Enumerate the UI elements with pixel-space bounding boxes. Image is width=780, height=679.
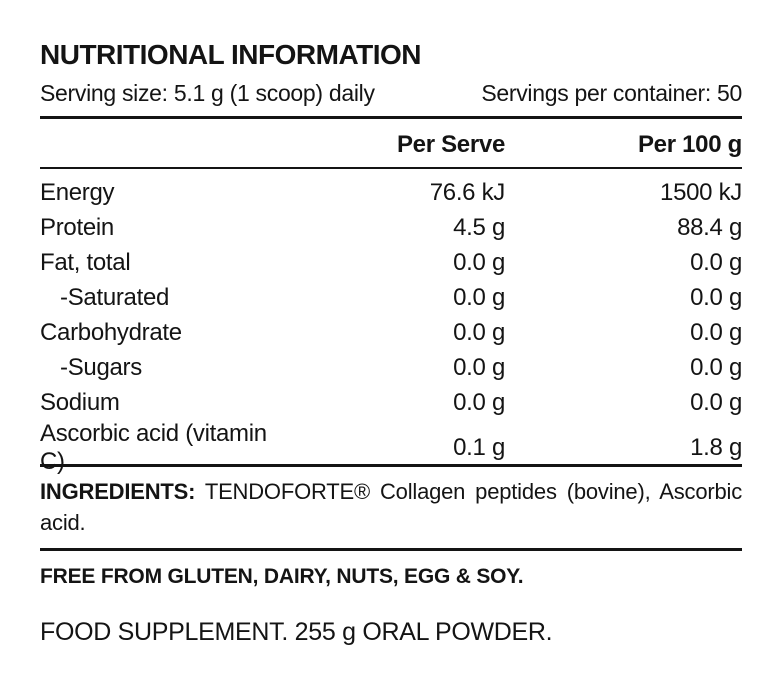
- per-serve-value: 0.0 g: [453, 248, 505, 276]
- rule-above-ingredients: [40, 464, 742, 468]
- table-row: Protein 4.5 g 88.4 g: [40, 210, 742, 245]
- per-serve-value: 0.0 g: [453, 283, 505, 311]
- table-row: -Saturated 0.0 g 0.0 g: [40, 280, 742, 315]
- per-100g-value: 1.8 g: [690, 434, 742, 462]
- per-serve-value: 0.1 g: [453, 434, 505, 462]
- ingredients-text: TENDOFORTE® Collagen peptides (bovine), …: [40, 479, 742, 536]
- table-row: Fat, total 0.0 g 0.0 g: [40, 245, 742, 280]
- per-100g-column-header: Per 100 g: [637, 131, 742, 159]
- table-row: -Sugars 0.0 g 0.0 g: [40, 350, 742, 385]
- per-100g-value: 1500 kJ: [660, 178, 742, 206]
- nutrient-name: Energy: [40, 178, 115, 206]
- nutrient-name: Ascorbic acid (vitamin C): [40, 420, 267, 476]
- table-row: Sodium 0.0 g 0.0 g: [40, 385, 742, 420]
- nutrient-name: Carbohydrate: [40, 318, 182, 346]
- table-row: Ascorbic acid (vitamin C) 0.1 g 1.8 g: [40, 420, 742, 475]
- per-serve-value: 76.6 kJ: [429, 178, 506, 206]
- per-100g-value: 0.0 g: [690, 283, 742, 311]
- nutrition-panel: NUTRITIONAL INFORMATION Serving size: 5.…: [40, 39, 742, 646]
- nutrient-name: Fat, total: [40, 248, 131, 276]
- nutrient-name: -Saturated: [60, 283, 170, 311]
- per-100g-value: 0.0 g: [690, 353, 742, 381]
- per-serve-value: 4.5 g: [453, 213, 505, 241]
- per-100g-value: 88.4 g: [677, 213, 742, 241]
- per-serve-column-header: Per Serve: [396, 131, 505, 159]
- table-row: Carbohydrate 0.0 g 0.0 g: [40, 315, 742, 350]
- nutrient-name: Sodium: [40, 388, 120, 416]
- rule-under-header: [40, 167, 742, 170]
- serving-size-text: Serving size: 5.1 g (1 scoop) daily: [40, 79, 375, 106]
- per-100g-value: 0.0 g: [690, 318, 742, 346]
- rule-top: [40, 116, 742, 120]
- serving-info-row: Serving size: 5.1 g (1 scoop) daily Serv…: [40, 80, 742, 108]
- per-100g-value: 0.0 g: [690, 248, 742, 276]
- per-serve-value: 0.0 g: [453, 318, 505, 346]
- panel-title: NUTRITIONAL INFORMATION: [40, 39, 421, 70]
- ingredients-label: INGREDIENTS:: [40, 479, 196, 505]
- table-row: Energy 76.6 kJ 1500 kJ: [40, 175, 742, 210]
- rule-below-ingredients: [40, 548, 742, 552]
- per-100g-value: 0.0 g: [690, 388, 742, 416]
- nutrient-name: -Sugars: [60, 353, 142, 381]
- nutrient-column-spacer: [40, 131, 268, 159]
- table-header-row: Per Serve Per 100 g: [40, 119, 742, 167]
- nutrient-name: Protein: [40, 213, 114, 241]
- supplement-statement: FOOD SUPPLEMENT. 255 g ORAL POWDER.: [40, 617, 553, 646]
- servings-per-container-text: Servings per container: 50: [481, 79, 742, 106]
- per-serve-value: 0.0 g: [453, 388, 505, 416]
- per-serve-value: 0.0 g: [453, 353, 505, 381]
- free-from-statement: FREE FROM GLUTEN, DAIRY, NUTS, EGG & SOY…: [40, 565, 524, 589]
- nutrient-table-body: Energy 76.6 kJ 1500 kJ Protein 4.5 g 88.…: [40, 169, 742, 476]
- ingredients-paragraph: INGREDIENTS: TENDOFORTE® Collagen peptid…: [40, 476, 742, 538]
